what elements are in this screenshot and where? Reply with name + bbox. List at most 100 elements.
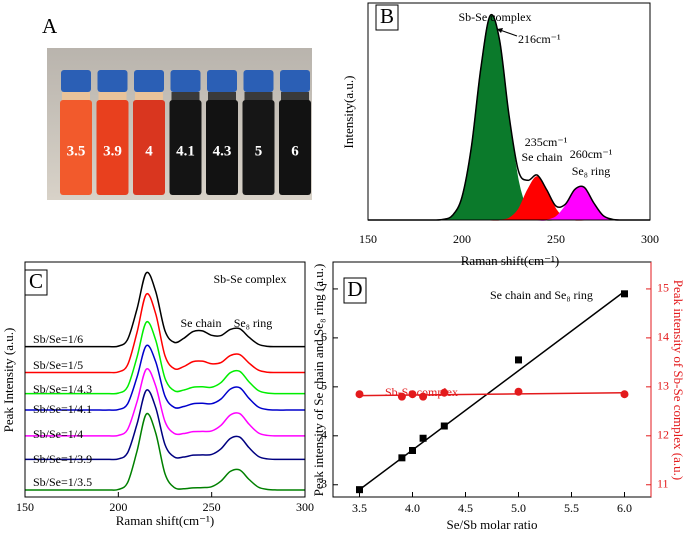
point [419,392,428,401]
series-label: Sb/Se=1/5 [33,358,83,372]
panel-label: C [29,269,43,293]
vial-body [169,100,202,195]
line [24,368,305,437]
line [25,389,305,461]
x-tick-label: 200 [109,500,127,514]
vial-neck [98,92,127,102]
vial-label: 3.5 [67,143,86,159]
vial-label: 4 [145,143,153,159]
x-tick-label: 300 [296,500,314,514]
annotation: Se₈ ring [234,316,273,330]
plot-frame [24,261,306,498]
vial-label: 3.9 [103,143,122,159]
vial-neck [135,92,163,102]
point [440,388,449,397]
vial-cap [97,70,128,92]
y-tick-label: 5 [321,379,327,393]
y2-tick-label: 15 [657,281,669,295]
point [419,434,427,442]
line [24,320,305,395]
arrow [499,29,518,37]
panel-label: A [42,14,58,38]
annotation: 260cm⁻¹ [570,147,613,161]
line [25,344,305,411]
vial-neck [171,92,200,102]
vials: 3.5 3.9 4 4.1 4.3 5 6 [60,70,311,195]
vial-body [60,100,92,195]
y-tick-label: 4 [321,428,327,442]
vial-label: 5 [255,143,263,159]
series-label: Sb/Se=1/4.1 [33,402,92,416]
series-label: Sb/Se=1/3.9 [33,452,92,466]
x-tick-label: 150 [359,232,377,246]
vial-neck [281,92,309,102]
vial-neck [208,92,236,102]
vial-neck [62,92,90,102]
x-tick-label: 150 [16,500,34,514]
line [24,412,305,491]
x-tick-label: 250 [547,232,565,246]
point [355,390,364,399]
vial-cap [170,70,201,92]
annotation: Se₈ ring [572,164,611,178]
y2-tick-label: 14 [657,330,669,344]
vial-label: 6 [291,143,299,159]
vial-label: 4.3 [213,143,232,159]
y-tick-label: 6 [321,330,327,344]
x-tick-label: 5.5 [564,501,579,515]
vial-body [206,100,238,195]
y-axis-label: Intensity(a.u.) [341,76,356,149]
line [24,292,305,374]
point [620,390,629,399]
point [356,486,363,494]
point [408,390,417,399]
series-label: Sb/Se=1/4.3 [33,382,92,396]
series-label: Sb/Se=1/6 [33,332,83,346]
y-axis-label: Peak Intensity (a.u.) [1,328,16,433]
vial-body [96,100,129,195]
panel-label: D [347,277,362,301]
vial-cap [280,70,310,92]
x-tick-label: 250 [203,500,221,514]
y-axis-label: Peak intensity of Se chain and Se₈ ring … [311,264,326,497]
x-tick-label: 200 [453,232,471,246]
vial-cap [207,70,237,92]
plot-frame [367,2,651,221]
point [515,356,522,364]
annotation: 235cm⁻¹ [525,135,568,149]
line [24,271,305,348]
point [397,392,406,401]
series-label: Sb/Se=1/3.5 [33,475,92,489]
series-label: Sb/Se=1/4 [33,427,83,441]
vial-cap [243,70,274,92]
y2-tick-label: 13 [657,379,669,393]
y-tick-label: 7 [321,281,327,295]
annotation: Se chain [181,316,222,330]
y2-tick-label: 11 [657,477,669,491]
x-tick-label: 300 [641,232,659,246]
point [514,387,523,396]
x-tick-label: 3.5 [352,501,367,515]
vial-neck [244,92,273,102]
x-axis-label: Raman shift(cm⁻¹) [116,513,214,528]
point [440,422,448,430]
x-tick-label: 4.0 [405,501,420,515]
series-label: Sb-Se complex [385,385,458,399]
point [409,446,416,454]
y2-axis-label: Peak intensity of Sb-Se complex (a.u.) [671,280,685,480]
annotation: Se chain [522,150,563,164]
panel-label-box [343,277,367,304]
vial-label: 4.1 [176,143,195,159]
vial-cap [134,70,164,92]
x-tick-label: 5.0 [511,501,526,515]
x-tick-label: 6.0 [617,501,632,515]
vial-body [133,100,165,195]
panel-label: B [380,4,394,28]
annotation: 216cm⁻¹ [518,32,561,46]
point [621,290,628,298]
vial-body [279,100,311,195]
annotation: Sb-Se complex [214,272,287,286]
y-tick-label: 3 [321,477,327,491]
annotation: Sb-Se complex [459,10,532,24]
